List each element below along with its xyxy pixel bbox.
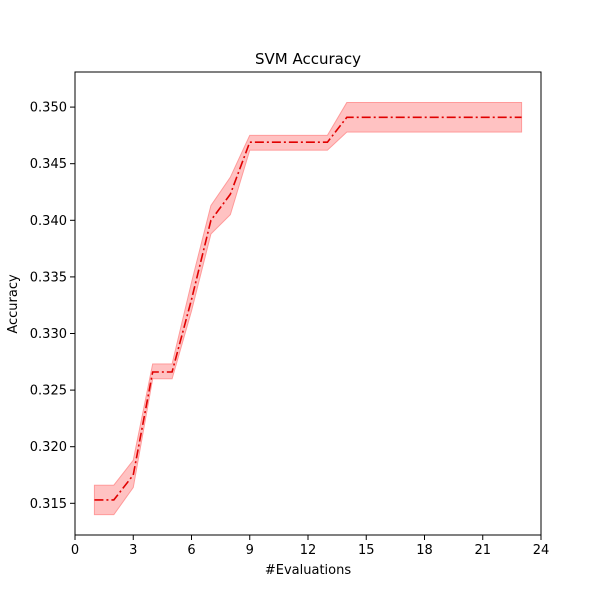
x-tick-label: 9 [246,543,254,558]
y-tick-label: 0.330 [30,327,67,342]
x-tick-label: 6 [187,543,195,558]
x-axis-ticks: 0 3 6 9 12 15 18 21 24 [71,535,549,558]
x-tick-label: 3 [129,543,137,558]
y-tick-label: 0.340 [30,214,67,229]
x-axis-label: #Evaluations [265,563,351,578]
y-tick-label: 0.325 [30,384,67,399]
x-tick-label: 12 [300,543,317,558]
y-axis-ticks: 0.315 0.320 0.325 0.330 0.335 0.340 0.345 0.350 [30,101,75,512]
y-tick-label: 0.335 [30,270,67,285]
confidence-band [93,102,523,516]
chart-title: SVM Accuracy [255,50,361,68]
x-tick-label: 21 [474,543,491,558]
x-tick-label: 0 [71,543,79,558]
x-tick-label: 15 [358,543,375,558]
y-tick-label: 0.350 [30,101,67,116]
y-tick-label: 0.320 [30,440,67,455]
plot-area [74,71,542,536]
accuracy-line [94,116,522,501]
x-tick-label: 18 [416,543,433,558]
y-tick-label: 0.315 [30,497,67,512]
x-tick-label: 24 [533,543,550,558]
y-axis-label: Accuracy [6,274,21,334]
y-tick-label: 0.345 [30,157,67,172]
